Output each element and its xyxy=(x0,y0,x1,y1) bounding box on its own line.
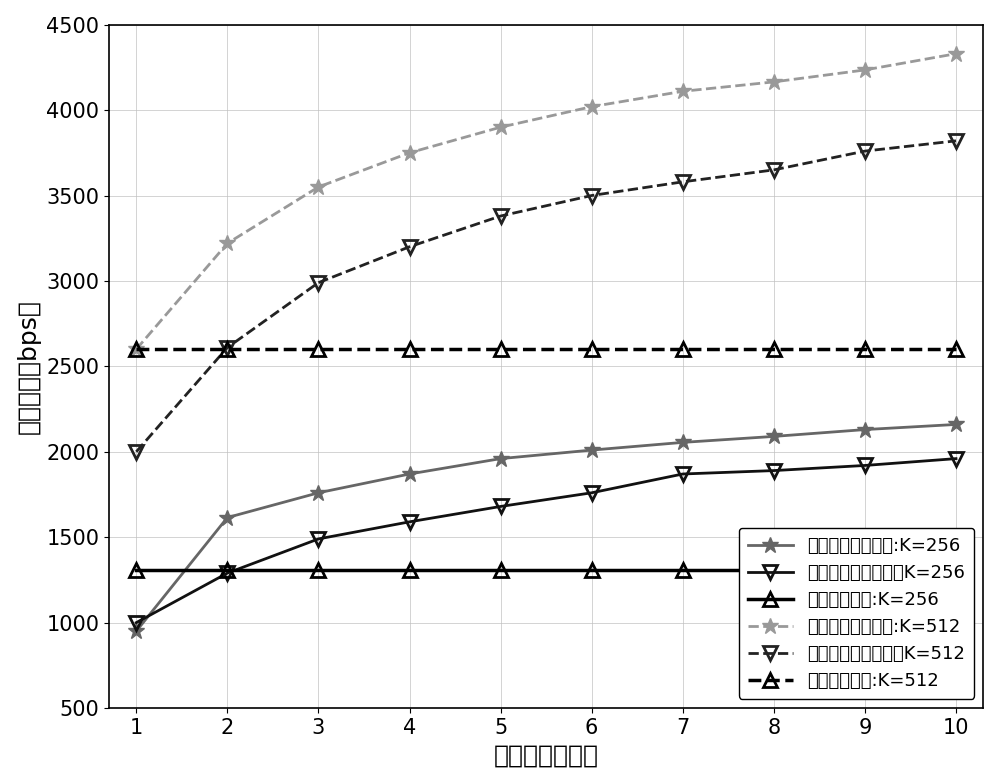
冲突回避策略:K=512 xyxy=(404,345,416,354)
Line: 冲突回避策略:K=256: 冲突回避策略:K=256 xyxy=(129,563,963,576)
优化资源分配策略:K=256 xyxy=(950,419,962,429)
随机资源分配策略：K=512 xyxy=(404,242,416,252)
冲突回避策略:K=512 xyxy=(768,345,780,354)
Line: 随机资源分配策略：K=512: 随机资源分配策略：K=512 xyxy=(129,134,963,459)
冲突回避策略:K=256 xyxy=(130,565,142,575)
冲突回避策略:K=512 xyxy=(677,345,689,354)
优化资源分配策略:K=256 xyxy=(130,626,142,636)
随机资源分配策略：K=256 xyxy=(677,470,689,479)
X-axis label: 自组织用户数量: 自组织用户数量 xyxy=(494,743,599,768)
优化资源分配策略:K=256 xyxy=(677,437,689,447)
随机资源分配策略：K=512 xyxy=(677,177,689,187)
Line: 优化资源分配策略:K=256: 优化资源分配策略:K=256 xyxy=(128,416,964,640)
随机资源分配策略：K=512 xyxy=(495,212,507,221)
优化资源分配策略:K=256 xyxy=(495,454,507,463)
随机资源分配策略：K=256 xyxy=(859,461,871,470)
随机资源分配策略：K=256 xyxy=(312,534,324,543)
冲突回避策略:K=512 xyxy=(312,345,324,354)
随机资源分配策略：K=512 xyxy=(586,191,598,200)
冲突回避策略:K=256 xyxy=(950,565,962,575)
随机资源分配策略：K=512 xyxy=(130,447,142,456)
优化资源分配策略:K=256 xyxy=(312,488,324,498)
随机资源分配策略：K=256 xyxy=(404,517,416,527)
随机资源分配策略：K=256 xyxy=(768,466,780,475)
冲突回避策略:K=256 xyxy=(677,565,689,575)
冲突回避策略:K=512 xyxy=(859,345,871,354)
优化资源分配策略:K=512 xyxy=(312,182,324,191)
冲突回避策略:K=512 xyxy=(130,345,142,354)
冲突回避策略:K=256 xyxy=(859,565,871,575)
冲突回避策略:K=512 xyxy=(221,345,233,354)
冲突回避策略:K=256 xyxy=(768,565,780,575)
优化资源分配策略:K=256 xyxy=(768,432,780,441)
随机资源分配策略：K=512 xyxy=(859,147,871,156)
随机资源分配策略：K=256 xyxy=(950,454,962,463)
优化资源分配策略:K=512 xyxy=(859,65,871,74)
随机资源分配策略：K=256 xyxy=(221,568,233,578)
优化资源分配策略:K=256 xyxy=(586,445,598,455)
冲突回避策略:K=256 xyxy=(221,565,233,575)
Line: 随机资源分配策略：K=256: 随机资源分配策略：K=256 xyxy=(129,452,963,630)
冲突回避策略:K=256 xyxy=(404,565,416,575)
优化资源分配策略:K=256 xyxy=(859,425,871,434)
优化资源分配策略:K=512 xyxy=(768,77,780,86)
随机资源分配策略：K=512 xyxy=(312,278,324,288)
随机资源分配策略：K=512 xyxy=(950,136,962,146)
冲突回避策略:K=256 xyxy=(312,565,324,575)
优化资源分配策略:K=256 xyxy=(404,470,416,479)
冲突回避策略:K=512 xyxy=(950,345,962,354)
随机资源分配策略：K=512 xyxy=(768,165,780,175)
Line: 优化资源分配策略:K=512: 优化资源分配策略:K=512 xyxy=(128,45,964,358)
优化资源分配策略:K=512 xyxy=(495,122,507,132)
冲突回避策略:K=256 xyxy=(586,565,598,575)
优化资源分配策略:K=512 xyxy=(221,238,233,248)
优化资源分配策略:K=512 xyxy=(130,345,142,354)
随机资源分配策略：K=256 xyxy=(130,618,142,627)
优化资源分配策略:K=512 xyxy=(586,102,598,111)
Line: 冲突回避策略:K=512: 冲突回避策略:K=512 xyxy=(129,343,963,356)
随机资源分配策略：K=256 xyxy=(586,488,598,498)
随机资源分配策略：K=512 xyxy=(221,343,233,352)
优化资源分配策略:K=256 xyxy=(221,513,233,522)
冲突回避策略:K=512 xyxy=(495,345,507,354)
随机资源分配策略：K=256 xyxy=(495,502,507,511)
Legend: 优化资源分配策略:K=256, 随机资源分配策略：K=256, 冲突回避策略:K=256, 优化资源分配策略:K=512, 随机资源分配策略：K=512, 冲突: 优化资源分配策略:K=256, 随机资源分配策略：K=256, 冲突回避策略:K… xyxy=(739,528,974,699)
优化资源分配策略:K=512 xyxy=(677,86,689,96)
冲突回避策略:K=512 xyxy=(586,345,598,354)
优化资源分配策略:K=512 xyxy=(404,148,416,158)
Y-axis label: 平均吐量（bps）: 平均吐量（bps） xyxy=(17,299,41,434)
优化资源分配策略:K=512 xyxy=(950,49,962,59)
冲突回避策略:K=256 xyxy=(495,565,507,575)
